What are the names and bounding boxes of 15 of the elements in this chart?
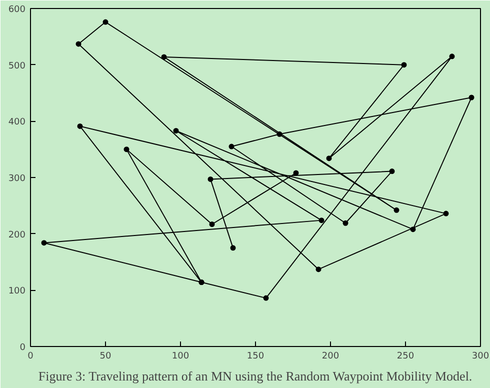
- y-tick-label: 100: [8, 286, 26, 297]
- y-tick-label: 0: [20, 343, 26, 353]
- caption: Figure 3: Traveling pattern of an MN using the Random Waypoint Mobility Model.: [38, 368, 472, 384]
- x-tick-label: 150: [246, 352, 264, 362]
- x-tick-label: 100: [172, 352, 190, 362]
- y-tick-label: 400: [8, 118, 26, 128]
- y-tick-label: 200: [8, 230, 26, 240]
- x-tick-label: 250: [396, 352, 414, 362]
- x-tick-label: 300: [472, 352, 490, 362]
- x-tick-label: 200: [322, 352, 340, 362]
- x-tick-label: 50: [100, 352, 112, 362]
- y-tick-label: 500: [8, 61, 26, 72]
- x-tick-label: 0: [28, 352, 34, 362]
- y-tick-label: 600: [8, 5, 26, 15]
- y-tick-label: 300: [8, 174, 26, 184]
